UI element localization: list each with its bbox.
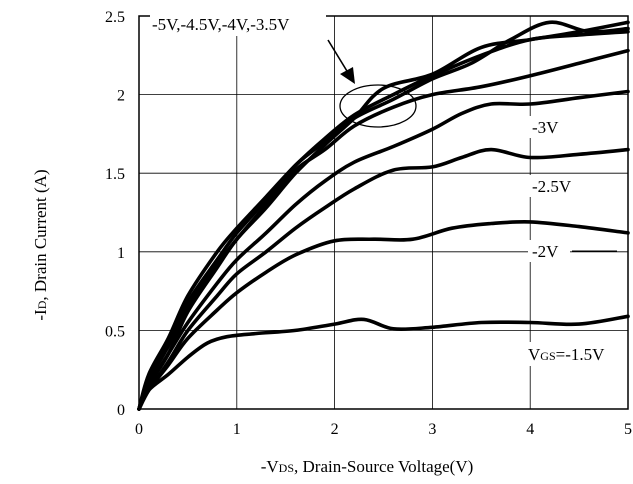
y-tick-label: 1 — [117, 245, 125, 262]
series-line-vgsm3 — [137, 89, 630, 411]
group-ellipse — [339, 84, 417, 128]
series-layer — [137, 20, 630, 411]
y-tick-label: 1.5 — [105, 166, 125, 183]
label-3v-bg — [528, 116, 562, 138]
tick-labels: 0 1 2 3 4 5 0 0.5 1 1.5 2 2.5 — [105, 9, 632, 438]
series-line-vgsm2 — [137, 219, 630, 411]
group-label-bg — [150, 12, 326, 36]
y-tick-label: 0 — [117, 402, 125, 419]
x-tick-label: 4 — [526, 421, 534, 438]
series-line-vgsm3p5 — [137, 48, 630, 411]
x-tick-label: 0 — [135, 421, 143, 438]
series-line-vgsm2p5 — [137, 147, 630, 411]
label-vgs-bg — [526, 342, 624, 366]
group-arrow-head — [340, 67, 355, 84]
series-line-vgsm4p5 — [137, 20, 630, 411]
label-vgs: VGS=-1.5V — [528, 345, 605, 364]
y-tick-label: 2.5 — [105, 9, 125, 26]
x-tick-label: 3 — [428, 421, 436, 438]
plot-frame — [138, 15, 629, 410]
y-tick-label: 0.5 — [105, 323, 125, 340]
label-3v: -3V — [532, 118, 559, 137]
group-label: -5V,-4.5V,-4V,-3.5V — [152, 15, 290, 34]
series-line-vgsm1p5 — [137, 314, 630, 411]
label-25v-bg — [528, 175, 574, 197]
x-tick-label: 5 — [624, 421, 632, 438]
y-axis-title: -ID, Drain Current (A) — [31, 169, 50, 320]
x-tick-label: 1 — [233, 421, 241, 438]
label-2v-bg — [528, 240, 570, 262]
x-tick-label: 2 — [331, 421, 339, 438]
label-25v: -2.5V — [532, 177, 572, 196]
label-2v: -2V — [532, 242, 559, 261]
group-arrow-line — [327, 39, 351, 77]
y-tick-label: 2 — [117, 88, 125, 105]
x-axis-title: -VDS, Drain-Source Voltage(V) — [261, 457, 474, 476]
